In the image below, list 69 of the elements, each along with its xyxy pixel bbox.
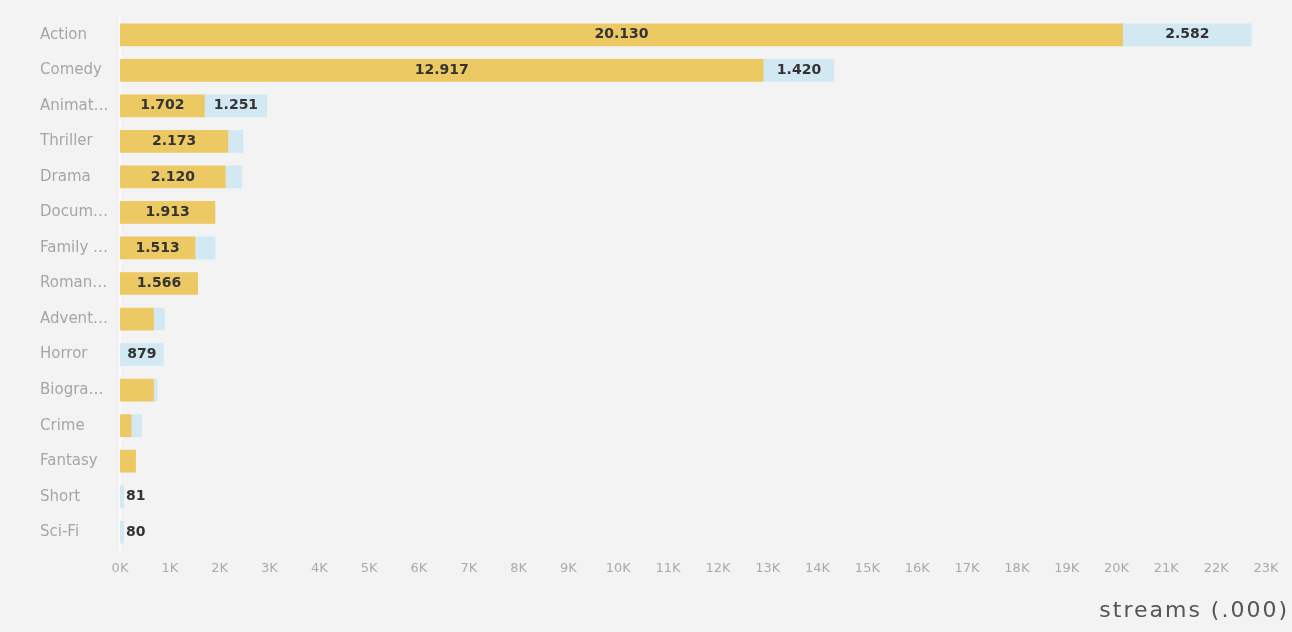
data-label: 1.913: [145, 203, 190, 220]
data-label: 2.120: [150, 167, 196, 184]
y-tick-label: Comedy: [40, 60, 103, 79]
bar: [120, 485, 125, 509]
x-tick-label: 7K: [460, 560, 478, 576]
bar: [153, 307, 165, 331]
x-tick-label: 20K: [1103, 560, 1130, 576]
data-label: 1.251: [213, 96, 259, 113]
y-tick-label: Advent…: [40, 308, 109, 327]
data-label: 1.702: [140, 96, 185, 113]
bar: [120, 307, 154, 331]
y-tick-label: Horror: [40, 344, 89, 363]
bar: [120, 23, 1123, 47]
x-tick-label: 4K: [310, 560, 329, 576]
x-tick-label: 2K: [211, 560, 229, 576]
bar: [120, 414, 132, 437]
y-tick-label: Sci-Fi: [40, 522, 80, 541]
y-tick-label: Thriller: [39, 131, 94, 150]
data-label: 2.173: [151, 132, 197, 149]
x-tick-label: 5K: [360, 560, 378, 576]
y-tick-label: Action: [40, 24, 87, 43]
x-tick-label: 11K: [655, 560, 682, 576]
bar: [120, 58, 764, 82]
x-tick-label: 12K: [705, 560, 731, 576]
bar: [1123, 23, 1252, 47]
bar: [228, 130, 244, 153]
y-tick-label: Fantasy: [40, 451, 98, 470]
x-tick-label: 9K: [560, 560, 578, 576]
y-tick-label: Docum…: [40, 202, 109, 221]
y-tick-label: Short: [40, 486, 81, 505]
bar: [120, 449, 136, 473]
y-tick-label: Animat…: [40, 95, 109, 114]
bar: [120, 520, 124, 544]
x-tick-label: 15K: [854, 560, 881, 576]
x-tick-label: 18K: [1004, 560, 1030, 576]
data-label: 1.420: [776, 60, 822, 77]
x-tick-label: 22K: [1203, 560, 1230, 576]
x-tick-label: 19K: [1054, 560, 1080, 576]
x-tick-label: 3K: [261, 560, 279, 576]
data-label: 1.513: [135, 238, 180, 255]
data-label: 2.582: [1165, 25, 1210, 42]
x-tick-label: 16K: [904, 560, 931, 576]
bar: [120, 378, 154, 402]
y-tick-label: Biogra…: [40, 379, 104, 398]
data-label: 879: [127, 345, 157, 362]
x-tick-label: 6K: [410, 560, 428, 576]
x-tick-label: 21K: [1153, 560, 1180, 576]
x-tick-label: 17K: [954, 560, 981, 576]
y-tick-label: Crime: [40, 415, 85, 434]
x-tick-label: 13K: [755, 560, 781, 576]
x-tick-label: 0K: [111, 560, 129, 576]
y-tick-label: Drama: [40, 166, 91, 185]
x-tick-label: 8K: [510, 560, 528, 576]
data-label: 12.917: [414, 60, 469, 77]
bar: [120, 130, 229, 153]
data-label: 1.566: [136, 274, 182, 291]
bar: [195, 236, 216, 260]
bar: [131, 414, 142, 437]
y-tick-label: Family …: [40, 237, 109, 256]
x-tick-label: 1K: [161, 560, 179, 576]
data-label: 20.130: [594, 25, 649, 42]
data-label: 80: [126, 522, 146, 539]
bar: [225, 165, 243, 189]
y-tick-label: Roman…: [40, 273, 108, 292]
x-tick-label: 14K: [805, 560, 831, 576]
data-label: 81: [126, 487, 146, 504]
x-tick-label: 23K: [1253, 560, 1279, 576]
x-axis-title: streams (.000): [1099, 596, 1289, 624]
x-tick-label: 10K: [605, 560, 632, 576]
